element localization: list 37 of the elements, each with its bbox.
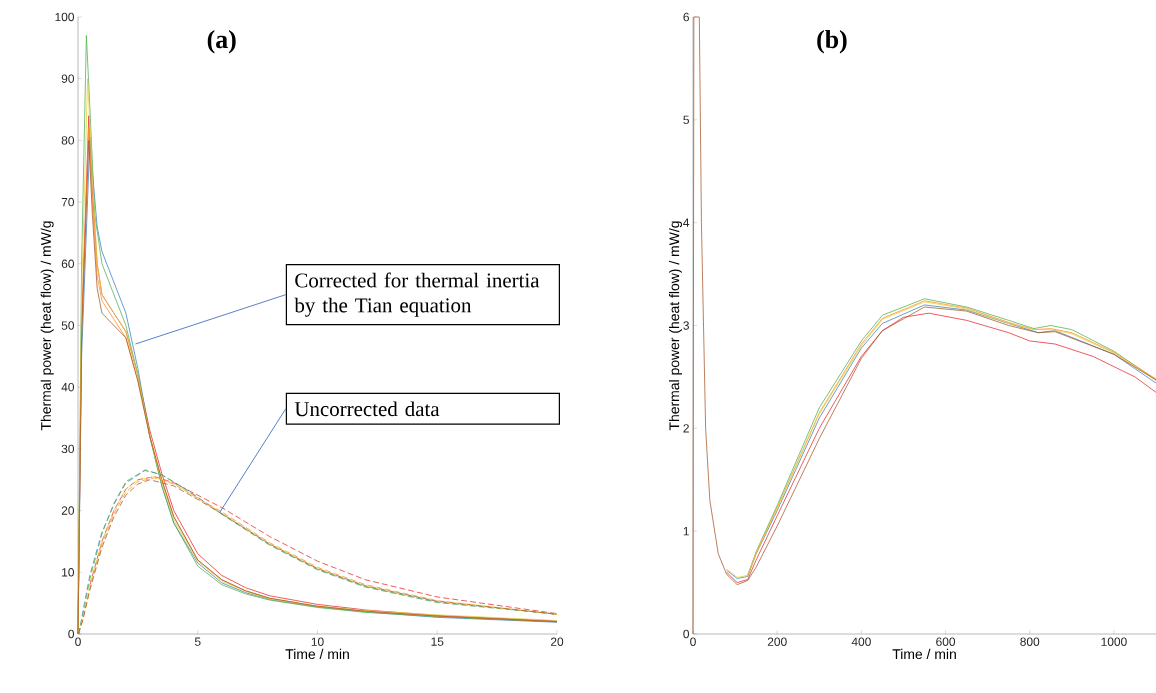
y-tick-label: 5 (683, 115, 689, 124)
y-tick-label: 30 (61, 444, 75, 454)
y-tick-label: 4 (683, 218, 690, 227)
y-tick-label: 70 (61, 197, 75, 207)
x-tick-label: 15 (431, 637, 444, 646)
x-tick-label: 1000 (1101, 637, 1127, 646)
x-tick-label: 0 (75, 637, 81, 646)
x-axis-title: Time / min (892, 648, 956, 660)
y-tick-label: 6 (683, 12, 689, 22)
x-tick-label: 400 (851, 637, 871, 646)
y-tick-label: 100 (55, 12, 75, 22)
y-axis-title: Thermal power (heat flow) / mW/g (40, 221, 54, 431)
x-tick-label: 0 (690, 637, 696, 646)
x-tick-label: 10 (311, 637, 324, 646)
x-tick-label: 600 (936, 637, 956, 646)
y-tick-label: 20 (61, 506, 75, 515)
y-tick-label: 80 (61, 136, 75, 145)
annotation: Corrected for thermal inertia by the Tian equation (294, 272, 540, 317)
chart-title: (a) (207, 29, 236, 54)
y-tick-label: 3 (683, 321, 689, 330)
x-tick-label: 800 (1020, 637, 1040, 646)
x-tick-label: 200 (767, 637, 787, 646)
x-axis-title: Time / min (285, 648, 349, 660)
y-tick-label: 10 (62, 568, 75, 577)
y-tick-label: 1 (683, 527, 689, 536)
x-tick-label: 20 (550, 637, 564, 646)
y-tick-label: 2 (683, 424, 689, 433)
y-tick-label: 60 (61, 259, 75, 269)
y-axis-title: Thermal power (heat flow) / mW/g (669, 221, 682, 431)
y-tick-label: 50 (61, 321, 75, 330)
y-tick-label: 0 (68, 629, 75, 639)
y-tick-label: 90 (61, 74, 75, 83)
chart-title: (b) (817, 29, 847, 54)
y-tick-label: 0 (683, 629, 690, 639)
y-tick-label: 40 (61, 382, 75, 392)
annotation: Uncorrected data (294, 401, 440, 417)
x-tick-label: 5 (194, 637, 201, 646)
